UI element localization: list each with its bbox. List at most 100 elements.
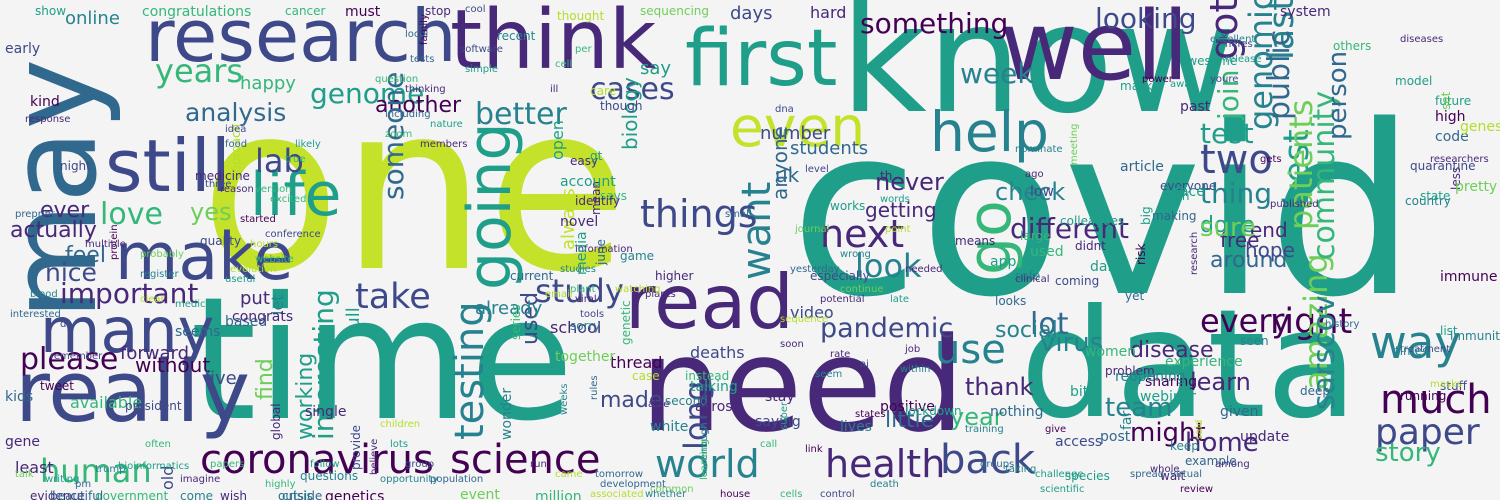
word-ill: ill bbox=[550, 84, 559, 95]
word-soon: soon bbox=[780, 339, 804, 350]
word-fun: fun bbox=[1170, 189, 1190, 203]
word-says: says bbox=[600, 189, 627, 203]
word-next: next bbox=[820, 212, 905, 256]
word-example: example bbox=[1185, 454, 1237, 468]
word-series: series bbox=[509, 304, 523, 340]
word-one: one bbox=[200, 56, 628, 323]
word-plants: plants bbox=[645, 289, 676, 300]
word-needed: needed bbox=[905, 264, 943, 275]
word-dr: dr bbox=[60, 319, 71, 330]
word-house: house bbox=[720, 489, 751, 500]
word-opportunity: opportunity bbox=[380, 474, 439, 485]
word-tweet: tweet bbox=[40, 379, 74, 393]
word-times: times bbox=[1395, 344, 1429, 358]
word-nice: nice bbox=[45, 258, 97, 287]
word-person: person bbox=[1323, 50, 1353, 140]
word-thing: thing bbox=[1200, 177, 1273, 210]
word-make: make bbox=[115, 220, 294, 295]
word-remember: remember bbox=[50, 351, 103, 362]
word-immunity: immunity bbox=[1450, 329, 1500, 343]
word-pandemic: pandemic bbox=[820, 313, 954, 344]
word-beautiful: beautiful bbox=[50, 489, 104, 500]
word-little: little bbox=[885, 408, 935, 433]
word-current: current bbox=[510, 269, 554, 283]
word-use: use bbox=[935, 327, 1006, 373]
word-super: super bbox=[779, 401, 790, 430]
word-question: question bbox=[375, 74, 419, 85]
word-highly: highly bbox=[265, 479, 296, 490]
word-access: access bbox=[1055, 434, 1103, 450]
word-take: take bbox=[355, 277, 431, 317]
word-stay: stay bbox=[765, 389, 795, 405]
word-uk: uk bbox=[775, 163, 800, 187]
word-quarantine: quarantine bbox=[1410, 159, 1476, 173]
word-preprint: preprint bbox=[15, 209, 55, 220]
word-food: food bbox=[225, 139, 248, 150]
word-running: running bbox=[1400, 389, 1447, 403]
word-global: global bbox=[269, 403, 283, 440]
word-look: look bbox=[855, 247, 922, 285]
word-ai: ai bbox=[860, 359, 869, 370]
word-say: say bbox=[640, 58, 672, 79]
word-students: students bbox=[790, 138, 869, 159]
word-positive: positive bbox=[880, 399, 935, 415]
word-idea: idea bbox=[225, 124, 247, 135]
word-continue: continue bbox=[840, 284, 884, 295]
word-heres: heres bbox=[1225, 39, 1253, 50]
word-paper: paper bbox=[1375, 412, 1480, 453]
word-masks: masks bbox=[1430, 379, 1463, 390]
word-love: love bbox=[100, 197, 163, 232]
word-writing: writing bbox=[45, 474, 80, 485]
word-believe: believe bbox=[369, 438, 380, 475]
word-novel: novel bbox=[560, 214, 599, 230]
word-species: species bbox=[1065, 469, 1110, 483]
word-live: live bbox=[205, 368, 237, 389]
word-going: going bbox=[455, 122, 525, 290]
word-run: run bbox=[530, 459, 547, 470]
word-rate: rate bbox=[830, 349, 851, 360]
word-nature: nature bbox=[430, 119, 463, 130]
word-ever: ever bbox=[40, 198, 90, 223]
word-didnt: didnt bbox=[1075, 239, 1106, 253]
word-including: including bbox=[385, 109, 431, 120]
word-instead: instead bbox=[685, 369, 730, 383]
word-think: think bbox=[450, 0, 657, 88]
word-given: given bbox=[1220, 404, 1259, 420]
word-higher: higher bbox=[655, 269, 694, 283]
word-family: family bbox=[419, 14, 430, 45]
word-within: within bbox=[900, 364, 931, 375]
word-event: event bbox=[460, 487, 500, 500]
word-team: team bbox=[1105, 393, 1173, 423]
word-cases: cases bbox=[590, 72, 675, 107]
word-quality: quality bbox=[200, 234, 242, 248]
word-though: though bbox=[600, 99, 643, 113]
word-experience: experience bbox=[1165, 354, 1243, 370]
word-words: words bbox=[880, 194, 910, 205]
word-sharing: sharing bbox=[1145, 374, 1198, 390]
word-easy: easy bbox=[570, 154, 599, 168]
word-app: app bbox=[990, 254, 1017, 270]
word-stop: stop bbox=[425, 4, 451, 18]
word-release: release bbox=[1225, 54, 1262, 65]
word-together: together bbox=[555, 349, 616, 365]
word-wrong: wrong bbox=[840, 249, 871, 260]
word-home: home bbox=[1185, 428, 1259, 458]
word-bit: bit bbox=[1070, 384, 1089, 400]
word-level: level bbox=[805, 164, 829, 175]
word-talking: talking bbox=[690, 379, 738, 395]
word-means: means bbox=[955, 234, 996, 248]
word-review: review bbox=[1180, 484, 1214, 495]
word-white: white bbox=[650, 419, 689, 435]
word-register: register bbox=[140, 269, 179, 280]
word-learn: learn bbox=[1190, 368, 1251, 396]
word-life: life bbox=[250, 160, 342, 230]
word-women: women bbox=[1085, 344, 1137, 360]
word-country: country bbox=[1405, 194, 1451, 208]
word-medical: medical bbox=[175, 299, 215, 310]
word-mask: mask bbox=[1120, 79, 1153, 93]
word-coming: coming bbox=[1055, 274, 1100, 288]
word-past: past bbox=[1180, 99, 1211, 115]
word-million: million bbox=[535, 489, 582, 500]
word-genetic: genetic bbox=[619, 300, 633, 345]
word-cells: cells bbox=[780, 489, 803, 500]
